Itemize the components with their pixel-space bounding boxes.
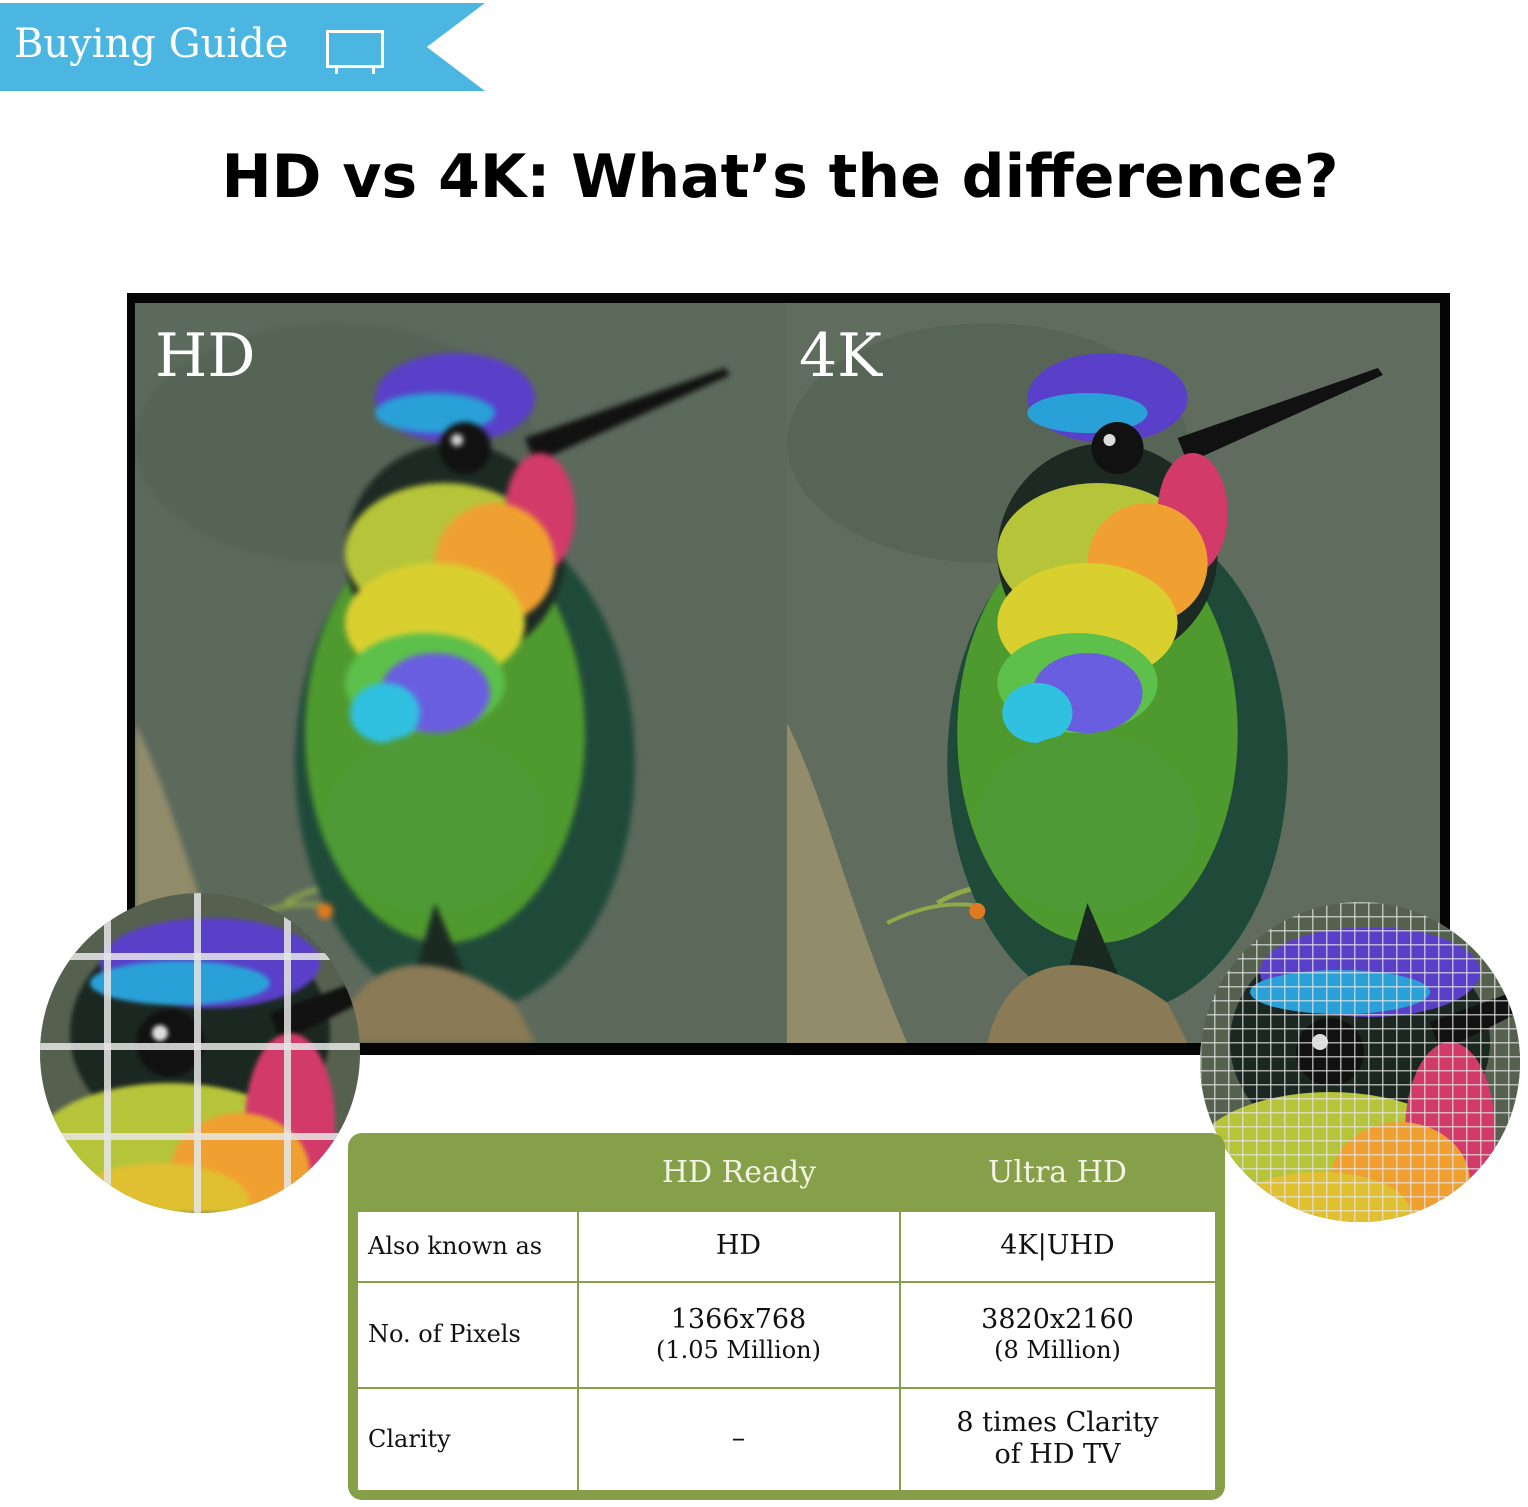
tv-icon (326, 30, 384, 74)
cell-value: – (731, 1422, 746, 1454)
cell-value: 8 times Clarity (956, 1406, 1159, 1438)
cell-subvalue: (1.05 Million) (656, 1336, 821, 1365)
cell-value: HD (715, 1230, 762, 1262)
cell-hd: HD (578, 1212, 901, 1283)
header-ultra-hd: Ultra HD (988, 1155, 1127, 1190)
table-body: Also known as HD 4K|UHD No. of Pixels 13… (358, 1212, 1215, 1490)
buying-guide-banner: Buying Guide (0, 3, 485, 91)
hd-pixel-zoom (40, 893, 360, 1213)
cell-value-line2: of HD TV (994, 1439, 1121, 1470)
comparison-table: HD Ready Ultra HD Also known as HD 4K|UH… (348, 1133, 1225, 1500)
cell-value: 3820x2160 (981, 1303, 1134, 1335)
row-label: Clarity (358, 1388, 579, 1490)
hd-pixel-grid (40, 893, 360, 1213)
cell-subvalue: (8 Million) (994, 1336, 1121, 1365)
cell-uhd: 3820x2160 (8 Million) (900, 1282, 1215, 1389)
cell-value: 4K|UHD (1000, 1230, 1115, 1262)
row-label: Also known as (358, 1212, 579, 1283)
cell-value: 1366x768 (670, 1303, 807, 1335)
4k-pixel-grid (1200, 902, 1520, 1222)
page-title: HD vs 4K: What’s the difference? (221, 142, 1339, 212)
cell-uhd: 8 times Clarity of HD TV (900, 1388, 1215, 1490)
cell-uhd: 4K|UHD (900, 1212, 1215, 1283)
header-hd-ready: HD Ready (661, 1155, 817, 1190)
banner-label: Buying Guide (14, 21, 289, 67)
row-label: No. of Pixels (358, 1282, 579, 1389)
cell-hd: 1366x768 (1.05 Million) (578, 1282, 901, 1389)
hd-label: HD (155, 321, 256, 391)
tv-frame: HD 4K (127, 293, 1450, 1055)
4k-label: 4K (799, 321, 882, 391)
4k-pixel-zoom (1200, 902, 1520, 1222)
cell-hd: – (578, 1388, 901, 1490)
